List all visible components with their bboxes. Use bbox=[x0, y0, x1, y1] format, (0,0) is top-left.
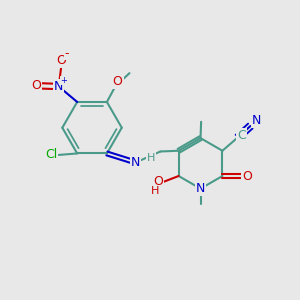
Text: O: O bbox=[56, 54, 66, 67]
Text: N: N bbox=[252, 114, 261, 127]
Text: C: C bbox=[237, 129, 246, 142]
Text: O: O bbox=[113, 75, 122, 88]
Text: Cl: Cl bbox=[45, 148, 57, 161]
Text: N: N bbox=[196, 182, 205, 195]
Text: O: O bbox=[242, 169, 252, 182]
Text: H: H bbox=[151, 187, 159, 196]
Text: H: H bbox=[147, 153, 155, 163]
Text: N: N bbox=[54, 80, 63, 93]
Text: N: N bbox=[131, 156, 140, 169]
Text: O: O bbox=[31, 79, 41, 92]
Text: -: - bbox=[64, 47, 69, 60]
Text: +: + bbox=[60, 76, 67, 85]
Text: O: O bbox=[153, 176, 163, 188]
